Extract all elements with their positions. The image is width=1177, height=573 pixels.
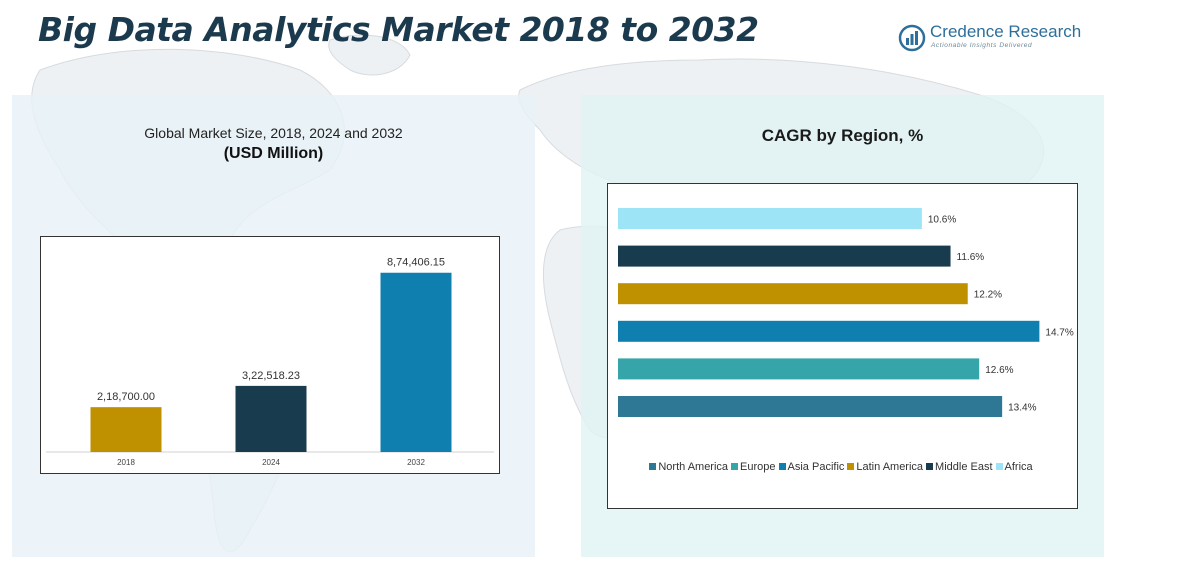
bar-value-label: 11.6% (957, 252, 985, 263)
market-size-bar-chart: 2,18,700.00 2018 3,22,518.23 2024 8,74,406.1… (46, 257, 494, 467)
bar-value-label: 12.6% (985, 365, 1013, 376)
bar-asia-pacific (618, 320, 1040, 342)
market-size-chart: 2,18,700.00 2018 3,22,518.23 2024 8,74,406.1… (40, 236, 500, 474)
market-size-chart-title: Global Market Size, 2018, 2024 and 2032 (144, 125, 403, 141)
bar-chart-logo-icon (898, 24, 926, 52)
bar-value-label: 10.6% (928, 215, 956, 226)
legend-item: Europe (731, 461, 776, 473)
bar-2018 (90, 407, 162, 452)
legend-item: Latin America (847, 461, 923, 473)
brand-logo: Credence Research Actionable Insights De… (898, 22, 1088, 54)
x-tick-label: 2018 (117, 458, 135, 467)
legend-item: Asia Pacific (778, 461, 845, 473)
x-tick-label: 2032 (407, 458, 425, 467)
legend-swatch (731, 463, 739, 470)
market-size-chart-subtitle: (USD Million) (223, 145, 324, 162)
brand-name: Credence Research (930, 22, 1082, 41)
cagr-legend: North America Europe Asia Pacific Latin Ame… (608, 461, 1077, 473)
brand-tagline: Actionable Insights Delivered (931, 42, 1033, 49)
cagr-chart: 13.4% 12.6% 14.7% 12.2% 11.6% 10.6% North Ame… (607, 183, 1078, 509)
bar-value-label: 13.4% (1008, 403, 1036, 414)
legend-swatch (926, 463, 934, 470)
legend-item: North America (649, 461, 728, 473)
bar-value-label: 12.2% (974, 290, 1002, 301)
legend-label: Europe (740, 461, 776, 473)
bar-north-america (618, 396, 1003, 417)
legend-label: Africa (1004, 461, 1033, 473)
legend-swatch (649, 463, 657, 470)
legend-swatch (995, 463, 1003, 470)
bar-value-label: 2,18,700.00 (97, 391, 155, 403)
page-title: Big Data Analytics Market 2018 to 2032 (38, 10, 759, 49)
legend-label: Middle East (935, 461, 993, 473)
bar-2032 (380, 272, 452, 452)
cagr-bar-chart: 13.4% 12.6% 14.7% 12.2% 11.6% 10.6% (618, 208, 1074, 417)
bar-value-label: 14.7% (1045, 327, 1073, 338)
bar-value-label: 8,74,406.15 (387, 257, 445, 269)
x-tick-label: 2024 (262, 458, 280, 467)
legend-swatch (778, 463, 786, 470)
bar-middle-east (618, 245, 951, 267)
bar-value-label: 3,22,518.23 (242, 370, 300, 382)
bar-latin-america (618, 283, 968, 305)
bar-europe (618, 358, 980, 380)
bar-2024 (235, 385, 307, 452)
legend-label: Asia Pacific (787, 461, 845, 473)
legend-item: Middle East (926, 461, 993, 473)
legend-swatch (847, 463, 855, 470)
legend-label: Latin America (856, 461, 924, 473)
legend-item: Africa (995, 461, 1033, 473)
cagr-chart-title: CAGR by Region, % (761, 126, 924, 145)
legend-label: North America (658, 461, 729, 473)
bar-africa (618, 208, 922, 229)
